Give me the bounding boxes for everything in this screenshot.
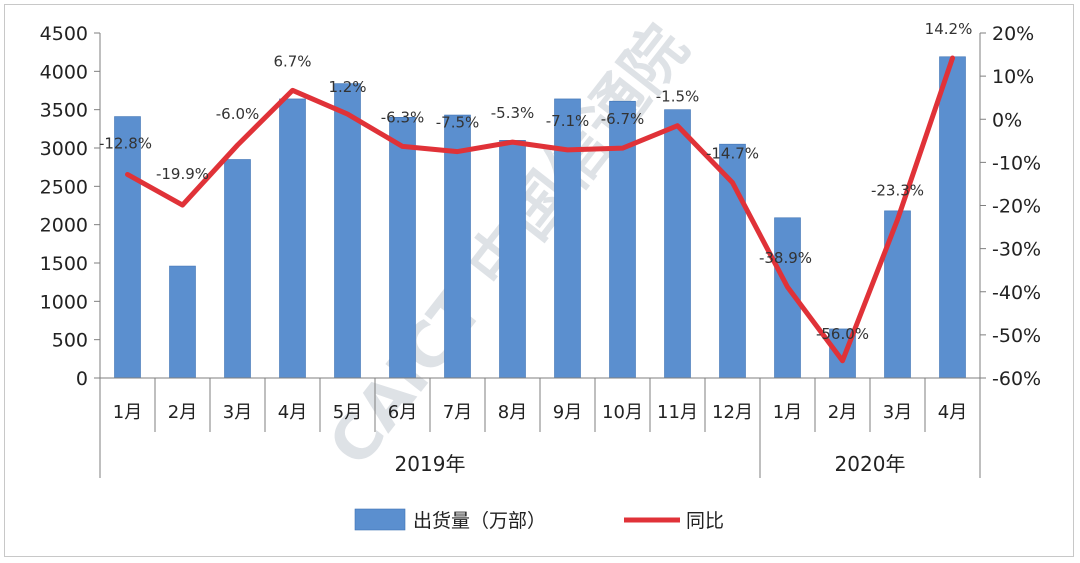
y-right-tick-label: -30% [992,239,1041,261]
y-left-tick-label: 1000 [40,291,88,313]
data-label: -7.1% [546,112,590,130]
y-right-tick-label: -60% [992,368,1041,390]
legend: 出货量（万部） 同比 [354,508,724,532]
category-label: 10月 [602,402,643,423]
data-label: 14.2% [925,20,973,38]
data-label: -14.7% [706,145,759,163]
legend-bar-swatch [354,508,406,531]
data-label: -6.7% [601,110,645,128]
category-label: 3月 [223,402,252,423]
data-label: -12.8% [99,134,152,152]
category-label: 4月 [278,402,307,423]
data-label: -23.3% [871,182,924,200]
category-label: 4月 [938,402,967,423]
data-label: -6.0% [216,105,260,123]
y-right-tick-label: -40% [992,282,1041,304]
data-labels: -12.8%-19.9% -6.0% 6.7% 1.2% -6.3% -7.5% -5.3%… [99,20,972,343]
bar-series [114,56,966,379]
bar [114,116,141,379]
bar [939,56,966,379]
category-label: 12月 [712,402,753,423]
bar [279,98,306,379]
axes: 0 500 1000 1500 2000 2500 3000 3500 4000 4500 -60%… [40,23,1041,478]
bar [224,159,251,379]
y-left-tick-label: 500 [52,330,88,352]
y-right-tick-label: -10% [992,152,1041,174]
y-left-tick-label: 2500 [40,176,88,198]
y-right-tick-label: -20% [992,196,1041,218]
legend-line-label: 同比 [686,510,724,532]
line-series [125,55,955,364]
y-right-tick-label: 0% [992,109,1022,131]
bar [169,265,196,379]
category-label: 5月 [333,402,362,423]
group-label: 2019年 [395,452,466,476]
category-label: 11月 [657,402,698,423]
data-label: 6.7% [273,52,311,70]
bar [499,140,526,379]
y-right-tick-label: 20% [992,23,1034,45]
y-left-tick-label: 0 [76,368,88,390]
yoy-line [125,55,955,364]
category-label: 1月 [773,402,802,423]
data-label: -1.5% [656,88,700,106]
bar [884,210,911,379]
category-label: 6月 [388,402,417,423]
y-right-tick-label: -50% [992,325,1041,347]
data-label: -38.9% [759,249,812,267]
data-label: -5.3% [491,104,535,122]
y-left-tick-label: 1500 [40,253,88,275]
y-left-tick-label: 4000 [40,61,88,83]
legend-bar-label: 出货量（万部） [413,510,546,532]
y-right-tick-label: 10% [992,66,1034,88]
bar [554,98,581,379]
data-label: -7.5% [436,114,480,132]
data-label: -56.0% [816,325,869,343]
data-label: 1.2% [328,78,366,96]
bar [444,114,471,379]
y-left-tick-label: 4500 [40,23,88,45]
group-label: 2020年 [835,452,906,476]
y-left-tick-label: 3500 [40,100,88,122]
data-label: -19.9% [156,165,209,183]
category-label: 2月 [828,402,857,423]
category-label: 8月 [498,402,527,423]
category-label: 1月 [113,402,142,423]
bar [389,117,416,379]
category-label: 9月 [553,402,582,423]
category-label: 3月 [883,402,912,423]
bar [334,83,361,379]
category-label: 7月 [443,402,472,423]
bar [664,109,691,379]
y-left-tick-label: 3000 [40,138,88,160]
data-label: -6.3% [381,108,425,126]
y-left-tick-label: 2000 [40,215,88,237]
category-label: 2月 [168,402,197,423]
